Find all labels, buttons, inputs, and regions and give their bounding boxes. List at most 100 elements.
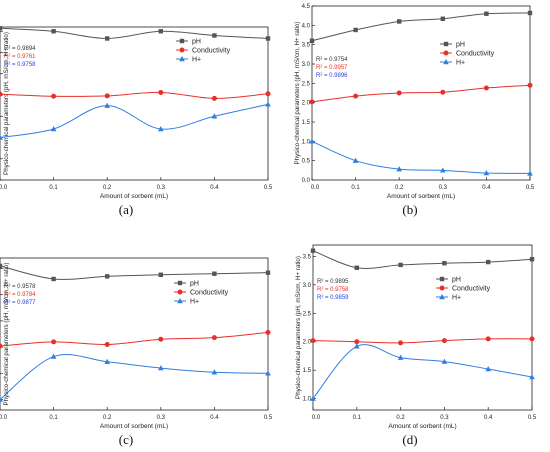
x-tick-label: 0.3 bbox=[157, 415, 166, 421]
legend-marker bbox=[179, 38, 185, 44]
data-point-ph bbox=[484, 11, 489, 16]
x-tick-label: 0.3 bbox=[440, 415, 449, 421]
legend-marker bbox=[439, 285, 445, 291]
data-point-h-plus bbox=[158, 365, 164, 371]
series-line-h-plus bbox=[312, 344, 533, 399]
legend-marker bbox=[177, 298, 183, 304]
data-point-ph bbox=[158, 272, 163, 277]
data-point-conductivity bbox=[440, 89, 446, 95]
legend: pH Conductivity H+ bbox=[440, 42, 495, 67]
plot-frame bbox=[312, 244, 533, 411]
data-point-h-plus bbox=[265, 370, 271, 376]
series-line-h-plus bbox=[0, 353, 269, 400]
data-point-h-plus bbox=[397, 354, 404, 360]
data-point-h-plus bbox=[354, 343, 360, 349]
y-tick-label: 3.5 bbox=[303, 254, 312, 260]
series-line-ph bbox=[312, 250, 533, 269]
r-squared-annotation: R² = 0.9758 bbox=[317, 287, 349, 293]
data-point-ph bbox=[397, 19, 402, 24]
data-point-conductivity bbox=[51, 93, 57, 99]
data-point-conductivity bbox=[211, 335, 217, 341]
r-squared-annotation: R² = 0.9784 bbox=[4, 292, 36, 298]
chart-panel-a: 0.00.10.20.30.40.50.00.51.01.52.02.53.03… bbox=[0, 26, 273, 200]
x-tick-label: 0.4 bbox=[482, 185, 491, 191]
data-point-conductivity bbox=[158, 336, 164, 342]
data-point-ph bbox=[265, 270, 271, 275]
y-tick-label: 2.5 bbox=[302, 81, 311, 87]
x-tick-label: 0.5 bbox=[526, 185, 535, 191]
data-point-h-plus bbox=[50, 353, 57, 359]
x-tick-label: 0.3 bbox=[157, 185, 166, 191]
x-axis-label: Amount of sorbent (mL) bbox=[387, 193, 455, 200]
data-point-ph bbox=[398, 262, 403, 268]
data-point-conductivity bbox=[441, 338, 447, 344]
y-tick-label: 3.5 bbox=[302, 43, 311, 49]
data-point-ph bbox=[51, 276, 56, 282]
data-point-ph bbox=[158, 29, 163, 34]
data-point-h-plus bbox=[0, 396, 3, 402]
data-point-conductivity bbox=[396, 90, 402, 96]
r-squared-annotation: R² = 0.9758 bbox=[4, 62, 36, 68]
legend-marker bbox=[443, 59, 449, 65]
x-axis-label: Amount of sorbent (mL) bbox=[100, 423, 168, 430]
data-point-ph bbox=[212, 271, 217, 276]
x-tick-label: 0.2 bbox=[395, 185, 404, 191]
legend-label: H+ bbox=[456, 60, 465, 67]
r-squared-annotation: R² = 0.9877 bbox=[4, 300, 36, 306]
legend-marker bbox=[443, 41, 449, 47]
data-point-conductivity bbox=[398, 340, 404, 346]
data-point-conductivity bbox=[265, 91, 271, 97]
data-point-conductivity bbox=[104, 93, 110, 99]
legend-label: pH bbox=[192, 39, 201, 46]
data-point-h-plus bbox=[529, 374, 535, 380]
x-tick-label: 0.1 bbox=[351, 185, 360, 191]
data-point-ph bbox=[51, 29, 56, 34]
r-squared-annotation: R² = 0.9859 bbox=[317, 295, 349, 301]
y-axis-label: Physico-chemical parameters (pH, mS/cm, … bbox=[295, 256, 302, 399]
data-point-ph bbox=[354, 265, 359, 270]
x-tick-label: 0.0 bbox=[312, 415, 321, 421]
series-line-h-plus bbox=[311, 140, 531, 174]
legend-label: H+ bbox=[190, 299, 199, 306]
data-point-ph bbox=[212, 33, 217, 38]
data-point-ph bbox=[442, 261, 447, 266]
data-point-h-plus bbox=[396, 166, 402, 172]
series-line-h-plus bbox=[0, 103, 269, 138]
y-tick-label: 2.0 bbox=[303, 340, 312, 346]
x-tick-label: 0.5 bbox=[264, 185, 273, 191]
data-point-conductivity bbox=[265, 329, 271, 335]
data-point-ph bbox=[486, 259, 491, 265]
data-point-h-plus bbox=[211, 369, 218, 375]
r-squared-annotation: R² = 0.9957 bbox=[316, 65, 348, 71]
data-point-ph bbox=[440, 16, 445, 21]
legend-marker bbox=[439, 276, 445, 282]
data-point-conductivity bbox=[51, 339, 57, 345]
legend-marker bbox=[177, 289, 183, 295]
x-tick-label: 0.2 bbox=[103, 185, 112, 191]
data-point-h-plus bbox=[352, 157, 359, 163]
series-line-conductivity bbox=[0, 91, 269, 99]
data-point-conductivity bbox=[211, 95, 217, 101]
y-axis-label: Physico-chemical parameters (pH, mS/cm, … bbox=[3, 263, 10, 406]
data-point-conductivity bbox=[353, 93, 359, 99]
data-point-h-plus bbox=[0, 134, 3, 140]
chart-panel-c: 0.00.10.20.30.40.51.01.52.02.53.03.5Amou… bbox=[0, 257, 273, 430]
data-point-h-plus bbox=[527, 170, 533, 176]
x-axis-label: Amount of sorbent (mL) bbox=[100, 193, 168, 200]
data-point-h-plus bbox=[265, 101, 271, 107]
legend-label: Conductivity bbox=[192, 48, 231, 55]
data-point-h-plus bbox=[309, 138, 315, 144]
legend-marker bbox=[439, 294, 445, 300]
x-tick-label: 0.3 bbox=[439, 185, 448, 191]
x-tick-label: 0.5 bbox=[264, 415, 273, 421]
panel-c-label: (c) bbox=[118, 432, 134, 447]
panel-a-label: (a) bbox=[118, 202, 134, 217]
series-line-ph bbox=[0, 27, 269, 39]
x-tick-label: 0.4 bbox=[484, 415, 493, 421]
legend-label: Conductivity bbox=[456, 51, 495, 58]
data-point-conductivity bbox=[483, 85, 489, 91]
data-point-ph bbox=[0, 26, 3, 31]
y-tick-label: 3.0 bbox=[302, 62, 311, 68]
y-tick-label: 2.5 bbox=[303, 311, 312, 317]
x-tick-label: 0.0 bbox=[0, 415, 8, 421]
